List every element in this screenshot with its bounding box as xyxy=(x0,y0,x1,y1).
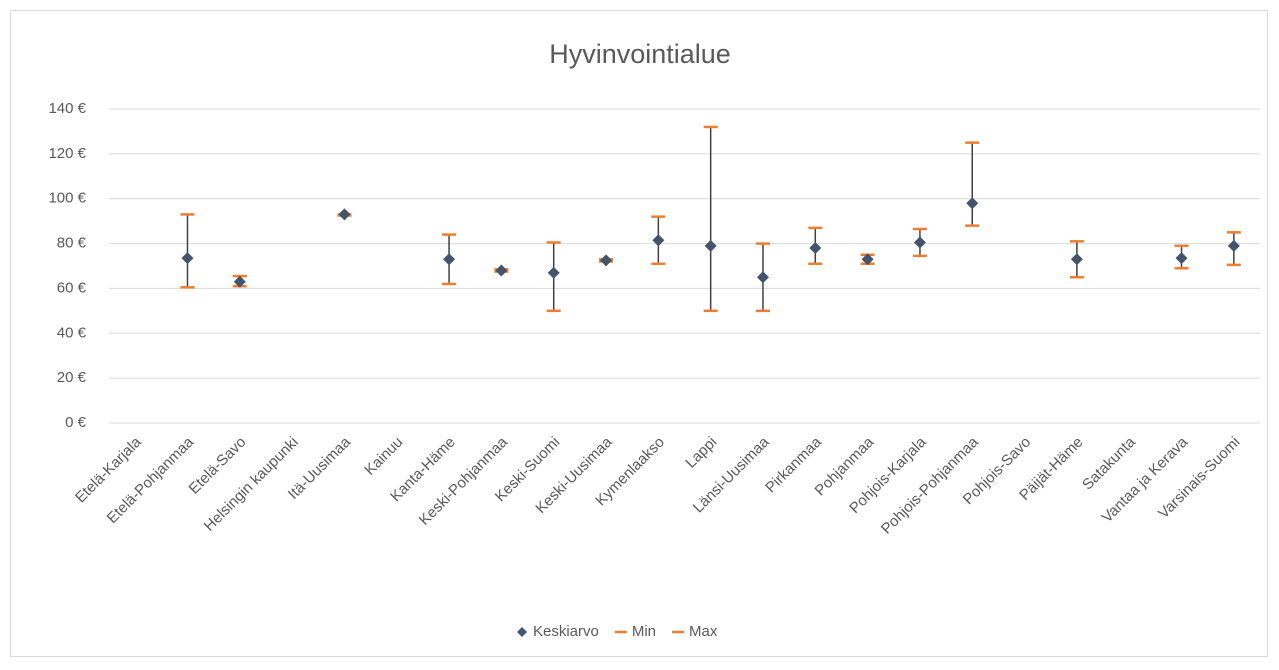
mean-marker xyxy=(1227,239,1240,252)
mean-marker xyxy=(704,239,717,252)
mean-marker xyxy=(338,208,351,221)
y-tick-label: 20 € xyxy=(57,369,87,386)
chart-title: Hyvinvointialue xyxy=(549,39,731,69)
mean-marker xyxy=(756,271,769,284)
legend-label: Keskiarvo xyxy=(533,623,599,640)
legend-label: Max xyxy=(689,623,718,640)
mean-marker xyxy=(913,236,926,249)
mean-marker xyxy=(1175,252,1188,265)
mean-marker xyxy=(547,266,560,279)
y-tick-label: 120 € xyxy=(48,145,86,162)
y-tick-label: 80 € xyxy=(57,235,87,252)
mean-marker xyxy=(600,254,613,267)
mean-marker xyxy=(861,253,874,266)
y-tick-label: 100 € xyxy=(48,190,86,207)
mean-marker xyxy=(966,197,979,210)
mean-marker xyxy=(1070,253,1083,266)
mean-marker xyxy=(443,253,456,266)
mean-marker xyxy=(809,242,822,255)
y-tick-label: 0 € xyxy=(65,414,87,431)
y-tick-label: 140 € xyxy=(48,100,86,117)
mean-marker xyxy=(181,252,194,265)
mean-marker xyxy=(652,234,665,247)
mean-marker xyxy=(495,264,508,277)
mean-marker xyxy=(233,275,246,288)
legend-symbol xyxy=(517,627,527,637)
legend-label: Min xyxy=(632,623,656,640)
y-tick-label: 40 € xyxy=(57,324,87,341)
y-tick-label: 60 € xyxy=(57,279,87,296)
